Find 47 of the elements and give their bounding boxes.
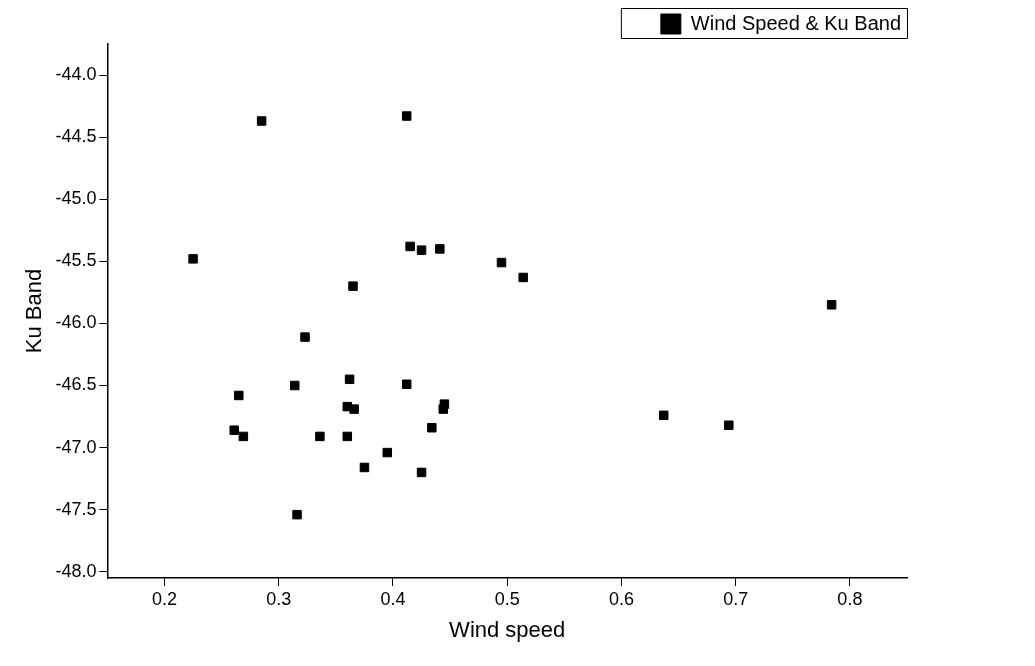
y-tick-label: -46.5 [55, 374, 97, 395]
point [234, 390, 244, 401]
point [518, 272, 528, 283]
point [401, 111, 412, 121]
point [315, 431, 325, 442]
point [229, 425, 239, 435]
point [416, 467, 427, 478]
x-tick-label: 0.2 [152, 588, 178, 609]
point [344, 374, 355, 385]
point [826, 300, 837, 310]
y-tick-label: -47.0 [55, 436, 97, 457]
point [359, 462, 370, 473]
y-tick-label: -46.0 [55, 312, 97, 333]
y-tick-label: -44.5 [55, 126, 97, 147]
y-tick-label: -45.0 [55, 188, 97, 209]
point [290, 380, 300, 391]
point [724, 420, 734, 430]
point [342, 431, 353, 442]
point [188, 254, 198, 264]
x-tick-label: 0.3 [266, 588, 292, 609]
point [348, 281, 358, 291]
point [256, 116, 267, 126]
point [349, 404, 359, 414]
point [292, 509, 302, 520]
point [658, 410, 669, 421]
y-tick-label: -47.5 [55, 498, 97, 519]
point [238, 431, 249, 442]
x-tick-label: 0.7 [723, 588, 749, 609]
point [416, 245, 427, 255]
point [435, 244, 445, 254]
y-tick-label: -44.0 [55, 64, 97, 85]
x-axis-title: Wind speed [449, 616, 566, 642]
x-tick-label: 0.6 [608, 588, 634, 609]
x-tick-label: 0.5 [494, 588, 520, 609]
point [427, 422, 437, 433]
y-axis-title: Ku Band [21, 268, 47, 354]
legend-label: Wind Speed & Ku Band [690, 11, 901, 34]
y-tick-label: -48.0 [55, 560, 97, 581]
x-tick-label: 0.8 [837, 588, 863, 609]
point [438, 404, 448, 414]
point [300, 332, 310, 342]
point [405, 241, 415, 252]
point [382, 447, 393, 458]
y-tick-label: -45.5 [55, 250, 97, 271]
point [401, 379, 412, 390]
x-tick-label: 0.4 [380, 588, 406, 609]
point [496, 257, 507, 268]
